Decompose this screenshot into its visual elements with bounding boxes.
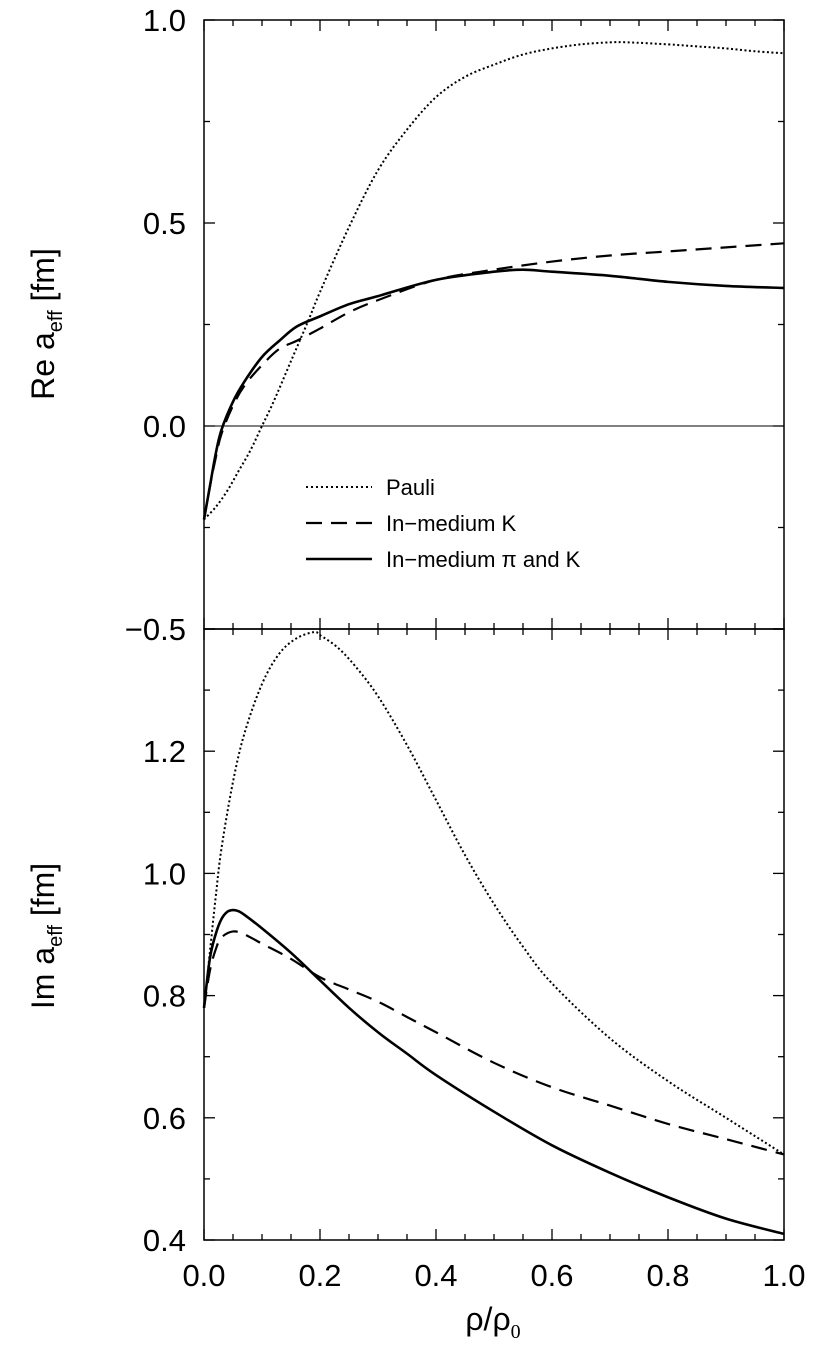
- top-y-tick-label: 1.0: [143, 3, 186, 38]
- top-series-in-medium-and-k: [202, 268, 785, 520]
- top-y-tick-label: −0.5: [125, 612, 186, 647]
- bottom-y-tick-label: 0.6: [143, 1101, 186, 1136]
- bottom-y-tick-label: 1.2: [143, 734, 186, 769]
- bottom-y-tick-labels: 0.4 0.6 0.8 1.0 1.2: [143, 734, 186, 1258]
- legend-label-in-medium-k: In−medium K: [386, 511, 517, 536]
- bottom-y-tick-label: 0.4: [143, 1223, 186, 1258]
- bottom-y-tick-label: 0.8: [143, 979, 186, 1014]
- bottom-series-in-medium-and-k: [202, 908, 785, 1236]
- top-curves: [202, 41, 785, 521]
- top-panel: −0.5 0.0 0.5 1.0 Re aeff [fm] Pauli In−medi…: [25, 3, 785, 647]
- top-ticks: [203, 19, 785, 630]
- legend-label-in-medium-pi-and-k: In−medium π and K: [386, 547, 581, 572]
- x-tick-label: 0.6: [530, 1258, 573, 1293]
- x-tick-label: 0.4: [414, 1258, 457, 1293]
- top-panel-frame: [203, 19, 785, 630]
- x-axis-label: ρ/ρ0: [465, 1301, 520, 1343]
- top-y-tick-labels: −0.5 0.0 0.5 1.0: [125, 3, 186, 647]
- bottom-series-pauli: [203, 630, 785, 1156]
- bottom-panel-frame: [203, 628, 785, 1241]
- x-tick-label: 1.0: [762, 1258, 805, 1293]
- x-tick-label: 0.0: [182, 1258, 225, 1293]
- bottom-panel: 0.4 0.6 0.8 1.0 1.2 0.0 0.2 0.4 0.6 0.8 1.0 Im ae…: [25, 628, 806, 1343]
- legend-label-pauli: Pauli: [386, 475, 435, 500]
- x-tick-label: 0.8: [646, 1258, 689, 1293]
- top-y-tick-label: 0.5: [143, 206, 186, 241]
- x-tick-labels: 0.0 0.2 0.4 0.6 0.8 1.0: [182, 1258, 805, 1293]
- x-tick-label: 0.2: [298, 1258, 341, 1293]
- bottom-y-tick-label: 1.0: [143, 856, 186, 891]
- bottom-y-axis-label: Im aeff [fm]: [25, 863, 67, 1009]
- top-y-axis-label: Re aeff [fm]: [25, 248, 67, 400]
- bottom-curves: [202, 630, 785, 1236]
- top-series-pauli: [203, 41, 785, 521]
- bottom-ticks: [203, 628, 785, 1241]
- top-y-tick-label: 0.0: [143, 409, 186, 444]
- bottom-series-in-medium-k: [202, 930, 785, 1156]
- legend: Pauli In−medium K In−medium π and K: [306, 475, 581, 572]
